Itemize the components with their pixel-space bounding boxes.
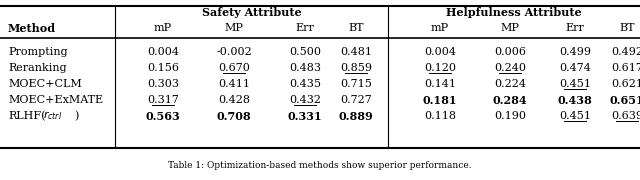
Text: 0.621: 0.621 xyxy=(611,79,640,89)
Text: $r_{ctrl}$: $r_{ctrl}$ xyxy=(43,110,62,122)
Text: MOEC+CLM: MOEC+CLM xyxy=(8,79,82,89)
Text: 0.715: 0.715 xyxy=(340,79,372,89)
Text: 0.004: 0.004 xyxy=(147,47,179,57)
Text: 0.190: 0.190 xyxy=(494,111,526,121)
Text: 0.141: 0.141 xyxy=(424,79,456,89)
Text: 0.120: 0.120 xyxy=(424,63,456,73)
Text: Err: Err xyxy=(296,23,314,33)
Text: 0.118: 0.118 xyxy=(424,111,456,121)
Text: Prompting: Prompting xyxy=(8,47,68,57)
Text: Safety Attribute: Safety Attribute xyxy=(202,8,301,19)
Text: ): ) xyxy=(74,111,78,121)
Text: 0.481: 0.481 xyxy=(340,47,372,57)
Text: MP: MP xyxy=(225,23,243,33)
Text: MOEC+ExMATE: MOEC+ExMATE xyxy=(8,95,103,105)
Text: 0.500: 0.500 xyxy=(289,47,321,57)
Text: 0.240: 0.240 xyxy=(494,63,526,73)
Text: 0.181: 0.181 xyxy=(423,94,457,105)
Text: 0.156: 0.156 xyxy=(147,63,179,73)
Text: 0.492: 0.492 xyxy=(611,47,640,57)
Text: 0.428: 0.428 xyxy=(218,95,250,105)
Text: 0.474: 0.474 xyxy=(559,63,591,73)
Text: 0.432: 0.432 xyxy=(289,95,321,105)
Text: Method: Method xyxy=(8,22,56,33)
Text: 0.317: 0.317 xyxy=(147,95,179,105)
Text: 0.727: 0.727 xyxy=(340,95,372,105)
Text: Table 1: Optimization-based methods show superior performance.: Table 1: Optimization-based methods show… xyxy=(168,161,472,170)
Text: 0.004: 0.004 xyxy=(424,47,456,57)
Text: RLHF(: RLHF( xyxy=(8,111,45,121)
Text: 0.224: 0.224 xyxy=(494,79,526,89)
Text: 0.451: 0.451 xyxy=(559,79,591,89)
Text: 0.639: 0.639 xyxy=(611,111,640,121)
Text: 0.651: 0.651 xyxy=(610,94,640,105)
Text: 0.451: 0.451 xyxy=(559,111,591,121)
Text: 0.303: 0.303 xyxy=(147,79,179,89)
Text: 0.331: 0.331 xyxy=(288,111,323,122)
Text: 0.499: 0.499 xyxy=(559,47,591,57)
Text: 0.563: 0.563 xyxy=(146,111,180,122)
Text: Reranking: Reranking xyxy=(8,63,67,73)
Text: 0.670: 0.670 xyxy=(218,63,250,73)
Text: 0.889: 0.889 xyxy=(339,111,373,122)
Text: 0.435: 0.435 xyxy=(289,79,321,89)
Text: 0.617: 0.617 xyxy=(611,63,640,73)
Text: 0.284: 0.284 xyxy=(493,94,527,105)
Text: 0.708: 0.708 xyxy=(217,111,252,122)
Text: MP: MP xyxy=(500,23,520,33)
Text: Helpfulness Attribute: Helpfulness Attribute xyxy=(446,8,582,19)
Text: Err: Err xyxy=(566,23,584,33)
Text: 0.411: 0.411 xyxy=(218,79,250,89)
Text: 0.006: 0.006 xyxy=(494,47,526,57)
Text: 0.438: 0.438 xyxy=(557,94,593,105)
Text: BT: BT xyxy=(348,23,364,33)
Text: mP: mP xyxy=(154,23,172,33)
Text: 0.483: 0.483 xyxy=(289,63,321,73)
Text: -0.002: -0.002 xyxy=(216,47,252,57)
Text: 0.859: 0.859 xyxy=(340,63,372,73)
Text: mP: mP xyxy=(431,23,449,33)
Text: BT: BT xyxy=(620,23,635,33)
